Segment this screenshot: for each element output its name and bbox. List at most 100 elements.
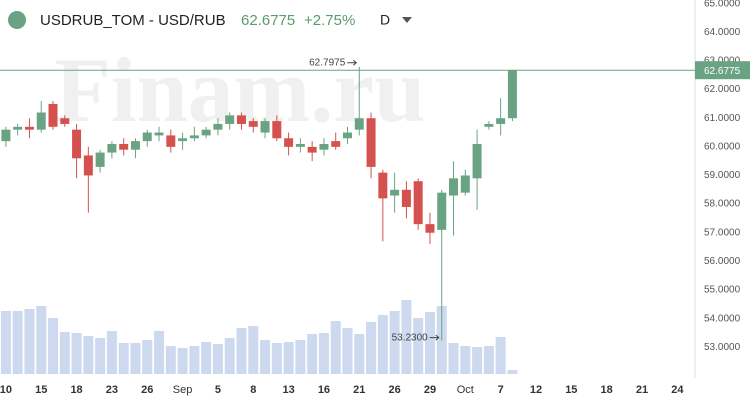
x-tick-label: Oct (457, 384, 474, 396)
volume-bar (48, 318, 59, 374)
volume-bar (318, 333, 329, 374)
status-dot (8, 11, 26, 29)
interval[interactable]: D (380, 12, 390, 28)
x-tick-label: 5 (215, 384, 221, 396)
x-tick-label: 26 (141, 384, 153, 396)
y-tick-label: 53.0000 (704, 342, 741, 353)
candle-body (331, 141, 341, 147)
volume-bar (224, 338, 235, 374)
x-tick-label: 24 (671, 384, 684, 396)
x-tick-label: 23 (106, 384, 118, 396)
y-tick-label: 60.0000 (704, 141, 741, 152)
candle-body (24, 126, 34, 130)
volume-bar (495, 337, 506, 374)
y-tick-label: 57.0000 (704, 227, 741, 238)
y-tick-label: 64.0000 (704, 27, 741, 38)
x-tick-label: 10 (0, 384, 12, 396)
volume-bar (142, 340, 153, 374)
volume-bar (212, 344, 223, 374)
candle-body (213, 123, 223, 130)
volume-bar (271, 343, 282, 374)
candle-body (130, 141, 140, 150)
y-tick-label: 55.0000 (704, 285, 741, 296)
volume-bar (177, 348, 188, 374)
volume-bar (71, 333, 82, 374)
y-tick-label: 62.0000 (704, 84, 741, 95)
candle-body (83, 155, 93, 176)
interval-dropdown[interactable] (402, 17, 412, 23)
volume-bar (165, 346, 176, 374)
x-tick-label: 8 (250, 384, 256, 396)
y-tick-label: 56.0000 (704, 256, 741, 267)
candle-body (507, 70, 517, 119)
price-annotation: 62.7975 (309, 57, 346, 68)
x-tick-label: 12 (530, 384, 542, 396)
x-tick-label: 15 (35, 384, 47, 396)
candle-body (248, 121, 258, 127)
candle-body (201, 129, 211, 136)
volume-bar (448, 343, 459, 374)
volume-bar (472, 347, 483, 374)
x-tick-label: 15 (565, 384, 577, 396)
volume-bar (401, 300, 412, 374)
volume-bar (342, 328, 353, 374)
annotation-arrow (347, 59, 358, 66)
price-annotation: 53.2300 (392, 332, 429, 343)
volume-bar (236, 328, 247, 374)
last-price: 62.6775 (241, 12, 295, 29)
x-tick-label: 16 (318, 384, 330, 396)
plot-area (0, 66, 518, 374)
candle-body (166, 135, 176, 147)
x-tick-label: 21 (353, 384, 365, 396)
candle-body (48, 103, 58, 127)
candle-body (1, 129, 11, 142)
x-tick-label: 7 (498, 384, 504, 396)
volume-bar (12, 311, 23, 374)
candle-body (354, 118, 364, 130)
volume-bar (201, 342, 212, 374)
volume-bar (95, 338, 106, 374)
candle-body (225, 115, 235, 124)
candle-body (154, 132, 164, 136)
volume-bar (130, 343, 141, 374)
candle-body (366, 118, 376, 167)
volume-bar (389, 311, 400, 374)
last-price-label: 62.6775 (704, 66, 741, 77)
candle-body (343, 132, 352, 139)
x-tick-label: 18 (601, 384, 613, 396)
candle-body (319, 143, 329, 150)
last-price-box (695, 61, 750, 80)
volume-bar (507, 370, 518, 374)
y-tick-label: 65.0000 (704, 0, 741, 9)
candle-body (460, 175, 470, 193)
volume-bar (307, 334, 318, 374)
volume-bar (118, 343, 129, 374)
volume-bar (377, 315, 388, 374)
candle-body (13, 126, 23, 130)
candle-body (178, 138, 188, 142)
candle-body (260, 121, 270, 133)
annotation-arrow (429, 334, 440, 341)
volume-bar (483, 346, 494, 374)
candle-body (484, 123, 494, 127)
candle-body (284, 138, 294, 147)
volume-bar (24, 309, 35, 374)
x-tick-label: Sep (173, 384, 193, 396)
volume-bar (330, 321, 341, 374)
price-change: +2.75% (304, 12, 355, 29)
x-tick-label: 29 (424, 384, 436, 396)
x-tick-label: 26 (388, 384, 400, 396)
candle-body (95, 152, 105, 167)
candle-body (307, 146, 317, 153)
volume-bar (59, 332, 70, 374)
x-tick-label: 21 (636, 384, 648, 396)
x-tick-label: 18 (70, 384, 82, 396)
candle-body (142, 132, 152, 142)
candle-body (60, 118, 70, 124)
candle-body (107, 143, 117, 153)
volume-bar (83, 336, 94, 374)
volume-bar (189, 346, 200, 374)
volume-bar (283, 342, 294, 374)
y-tick-label: 58.0000 (704, 199, 741, 210)
